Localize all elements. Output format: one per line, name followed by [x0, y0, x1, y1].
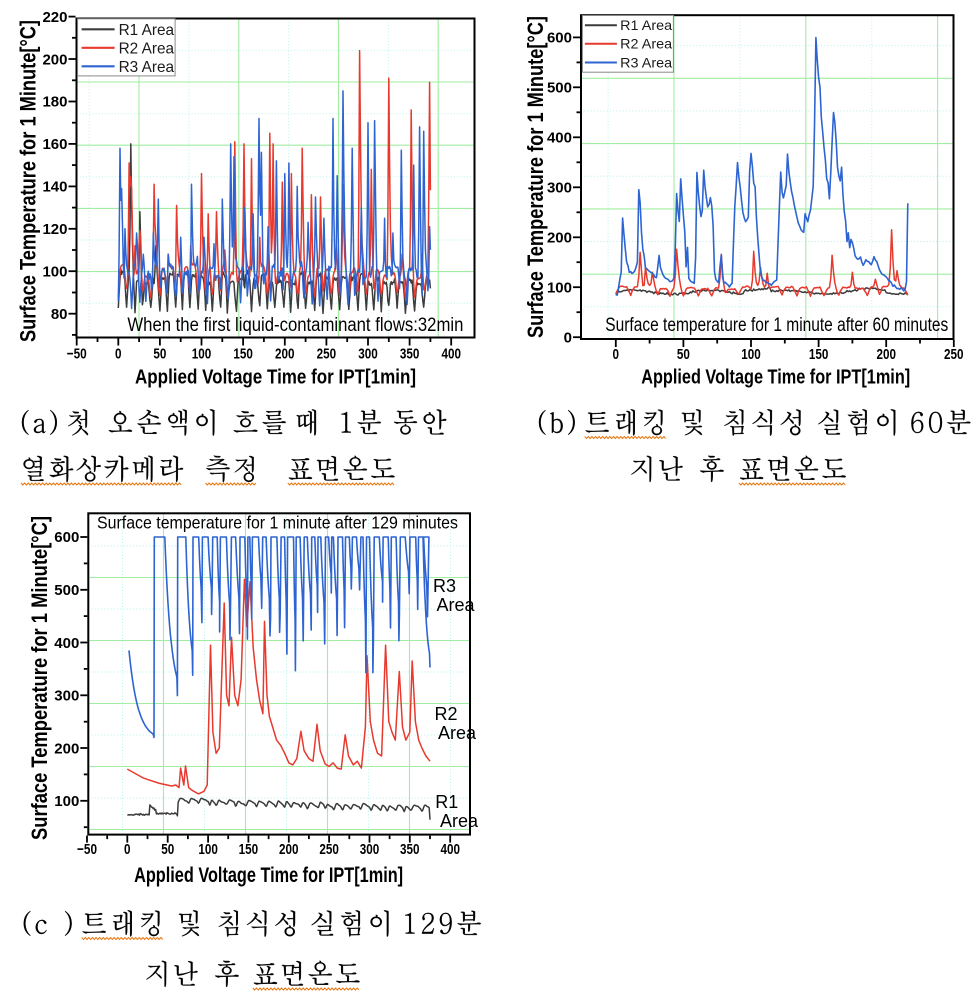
svg-text:50: 50: [677, 346, 690, 363]
svg-text:R2 Area: R2 Area: [620, 36, 672, 52]
svg-text:100: 100: [198, 841, 218, 858]
svg-text:Applied Voltage Time for IPT[1: Applied Voltage Time for IPT[1min]: [641, 367, 910, 389]
svg-text:Surface Temperature for 1 Minu: Surface Temperature for 1 Minute[°C]: [27, 516, 52, 840]
svg-text:R3 Area: R3 Area: [119, 59, 175, 76]
svg-text:50: 50: [161, 841, 174, 858]
svg-text:Area: Area: [437, 595, 476, 615]
svg-text:200: 200: [54, 740, 79, 757]
svg-text:350: 350: [400, 841, 420, 858]
svg-text:Area: Area: [438, 723, 477, 743]
svg-text:300: 300: [54, 688, 79, 705]
svg-text:150: 150: [233, 346, 253, 363]
svg-text:100: 100: [547, 280, 572, 297]
svg-text:300: 300: [547, 180, 572, 197]
svg-text:200: 200: [876, 346, 896, 363]
svg-text:150: 150: [809, 346, 829, 363]
svg-text:0: 0: [613, 346, 620, 363]
svg-text:80: 80: [51, 306, 68, 323]
svg-text:400: 400: [54, 635, 79, 652]
svg-text:250: 250: [319, 841, 339, 858]
svg-text:Surface Temperature for 1 Minu: Surface Temperature for 1 Minute[°C]: [523, 16, 548, 338]
svg-text:100: 100: [54, 793, 79, 810]
svg-text:Area: Area: [440, 811, 479, 831]
svg-text:R3: R3: [433, 576, 456, 596]
svg-text:300: 300: [360, 841, 380, 858]
svg-text:140: 140: [42, 179, 67, 196]
svg-text:R1 Area: R1 Area: [119, 22, 175, 39]
svg-text:100: 100: [192, 346, 212, 363]
svg-text:Applied Voltage Time for IPT[1: Applied Voltage Time for IPT[1min]: [134, 864, 403, 887]
svg-text:350: 350: [400, 346, 420, 363]
svg-text:R1: R1: [435, 792, 458, 812]
svg-text:Surface temperature for 1 minu: Surface temperature for 1 minute after 6…: [605, 315, 948, 336]
svg-text:R3 Area: R3 Area: [620, 54, 672, 70]
svg-text:200: 200: [547, 230, 572, 247]
svg-text:150: 150: [239, 841, 259, 858]
svg-text:R1 Area: R1 Area: [620, 17, 672, 33]
svg-text:0: 0: [115, 346, 122, 363]
svg-text:400: 400: [441, 346, 461, 363]
svg-text:120: 120: [42, 221, 67, 238]
svg-text:500: 500: [547, 80, 572, 97]
svg-text:0: 0: [564, 329, 572, 346]
svg-text:400: 400: [547, 130, 572, 147]
svg-text:600: 600: [54, 529, 79, 546]
svg-text:Surface temperature for 1 minu: Surface temperature for 1 minute after 1…: [97, 513, 458, 533]
svg-text:400: 400: [440, 841, 460, 858]
svg-text:250: 250: [944, 346, 964, 363]
svg-text:200: 200: [279, 841, 299, 858]
svg-text:R2 Area: R2 Area: [119, 40, 175, 57]
svg-text:When the first liquid-contamin: When the first liquid-contaminant flows:…: [127, 315, 463, 336]
svg-text:500: 500: [54, 582, 79, 599]
svg-text:180: 180: [42, 94, 67, 111]
svg-text:220: 220: [42, 9, 67, 26]
svg-text:100: 100: [741, 346, 761, 363]
svg-text:0: 0: [124, 841, 131, 858]
svg-text:300: 300: [358, 346, 378, 363]
svg-text:R2: R2: [435, 704, 458, 724]
svg-text:100: 100: [42, 264, 67, 281]
svg-text:−50: −50: [77, 841, 97, 858]
svg-text:160: 160: [42, 136, 67, 153]
svg-text:Applied Voltage Time for IPT[1: Applied Voltage Time for IPT[1min]: [135, 367, 416, 389]
svg-text:600: 600: [547, 30, 572, 47]
svg-text:200: 200: [42, 51, 67, 68]
svg-text:−50: −50: [67, 346, 87, 363]
svg-text:Surface Temperature for 1 Minu: Surface Temperature for 1 Minute[°C]: [16, 20, 41, 342]
svg-text:200: 200: [275, 346, 295, 363]
svg-text:50: 50: [153, 346, 166, 363]
svg-text:250: 250: [317, 346, 337, 363]
